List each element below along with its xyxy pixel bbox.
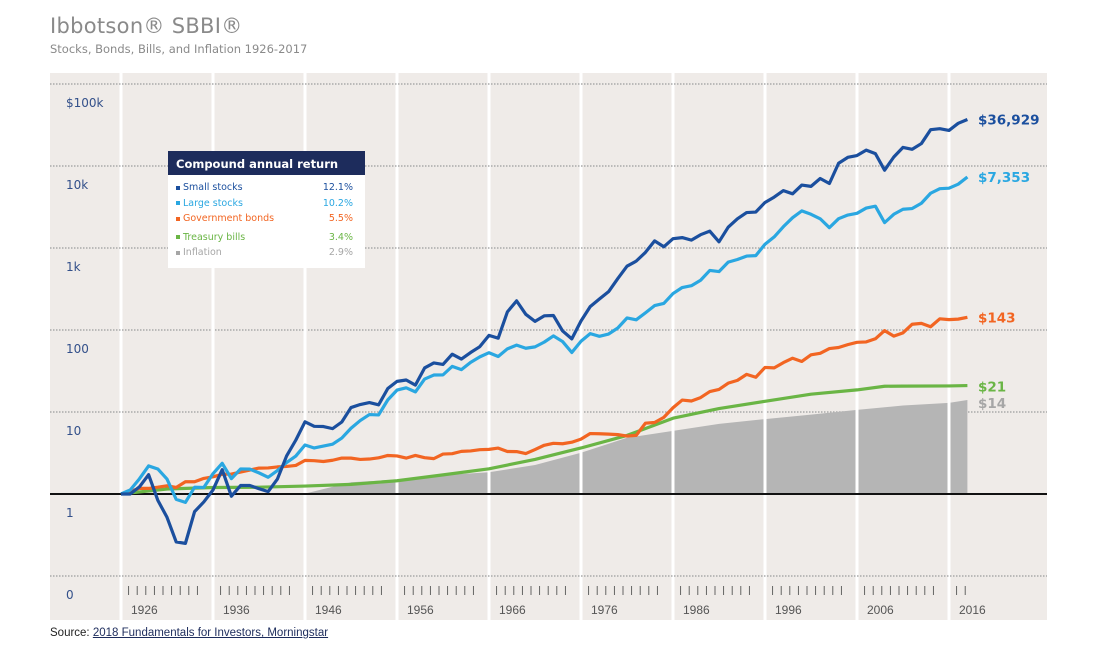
- legend-label: Government bonds: [176, 211, 274, 227]
- chart-title: Ibbotson® SBBI®: [50, 14, 243, 38]
- legend: Compound annual return Small stocks 12.1%…: [168, 151, 365, 268]
- legend-item: Government bonds 5.5%: [168, 211, 365, 227]
- chart-subtitle: Stocks, Bonds, Bills, and Inflation 1926…: [50, 42, 308, 56]
- legend-return: 5.5%: [328, 213, 353, 224]
- x-tick-label: 1986: [683, 603, 710, 617]
- source-label: Source:: [50, 627, 90, 639]
- series-area-inflation: [121, 400, 968, 494]
- series-line-treasury-bills: [120, 383, 968, 496]
- source-note: Source: 2018 Fundamentals for Investors,…: [50, 627, 328, 639]
- x-tick-label: 1936: [223, 603, 250, 617]
- end-value-label: $14: [978, 396, 1006, 412]
- end-value-label: $143: [978, 310, 1016, 326]
- legend-item: Inflation 2.9%: [168, 245, 365, 261]
- legend-return: 12.1%: [322, 182, 353, 193]
- x-tick-label: 1956: [407, 603, 434, 617]
- legend-title: Compound annual return: [168, 151, 365, 175]
- legend-label: Large stocks: [176, 196, 243, 212]
- x-tick-label: 1946: [315, 603, 342, 617]
- legend-series-name: Government bonds: [183, 213, 275, 224]
- source-link[interactable]: 2018 Fundamentals for Investors, Morning…: [92, 627, 329, 639]
- legend-swatch: [176, 201, 180, 205]
- end-value-label: $21: [978, 380, 1006, 396]
- end-value-label: $7,353: [978, 170, 1030, 186]
- legend-item: Treasury bills 3.4%: [168, 230, 365, 246]
- legend-swatch: [176, 216, 180, 221]
- legend-item: Large stocks 10.2%: [168, 196, 365, 212]
- legend-item: Small stocks 12.1%: [168, 180, 365, 196]
- x-tick-label: 1926: [131, 603, 158, 617]
- legend-return: 2.9%: [328, 247, 353, 258]
- end-value-label: $36,929: [978, 112, 1040, 128]
- legend-label: Small stocks: [176, 180, 243, 196]
- legend-series-name: Small stocks: [183, 182, 243, 193]
- x-tick-label: 2006: [867, 603, 894, 617]
- legend-swatch: [176, 185, 180, 190]
- x-tick-label: 2016: [959, 603, 986, 617]
- legend-series-name: Large stocks: [183, 197, 243, 209]
- legend-series-name: Treasury bills: [183, 231, 246, 243]
- x-tick-label: 1966: [499, 603, 526, 617]
- y-tick-label: 10k: [66, 178, 88, 192]
- legend-series-name: Inflation: [183, 247, 222, 258]
- legend-return: 10.2%: [322, 197, 353, 209]
- y-tick-label: 10: [66, 424, 81, 438]
- legend-swatch: [176, 235, 180, 239]
- legend-return: 3.4%: [328, 231, 353, 243]
- y-tick-label: 0: [66, 588, 74, 602]
- x-tick-label: 1996: [775, 603, 802, 617]
- legend-label: Treasury bills: [176, 230, 245, 246]
- y-tick-label: 1: [66, 506, 74, 520]
- legend-label: Inflation: [176, 245, 222, 261]
- y-tick-label: $100k: [66, 96, 104, 110]
- legend-swatch: [176, 250, 180, 255]
- x-tick-label: 1976: [591, 603, 618, 617]
- y-tick-label: 1k: [66, 260, 81, 274]
- y-tick-label: 100: [66, 342, 89, 356]
